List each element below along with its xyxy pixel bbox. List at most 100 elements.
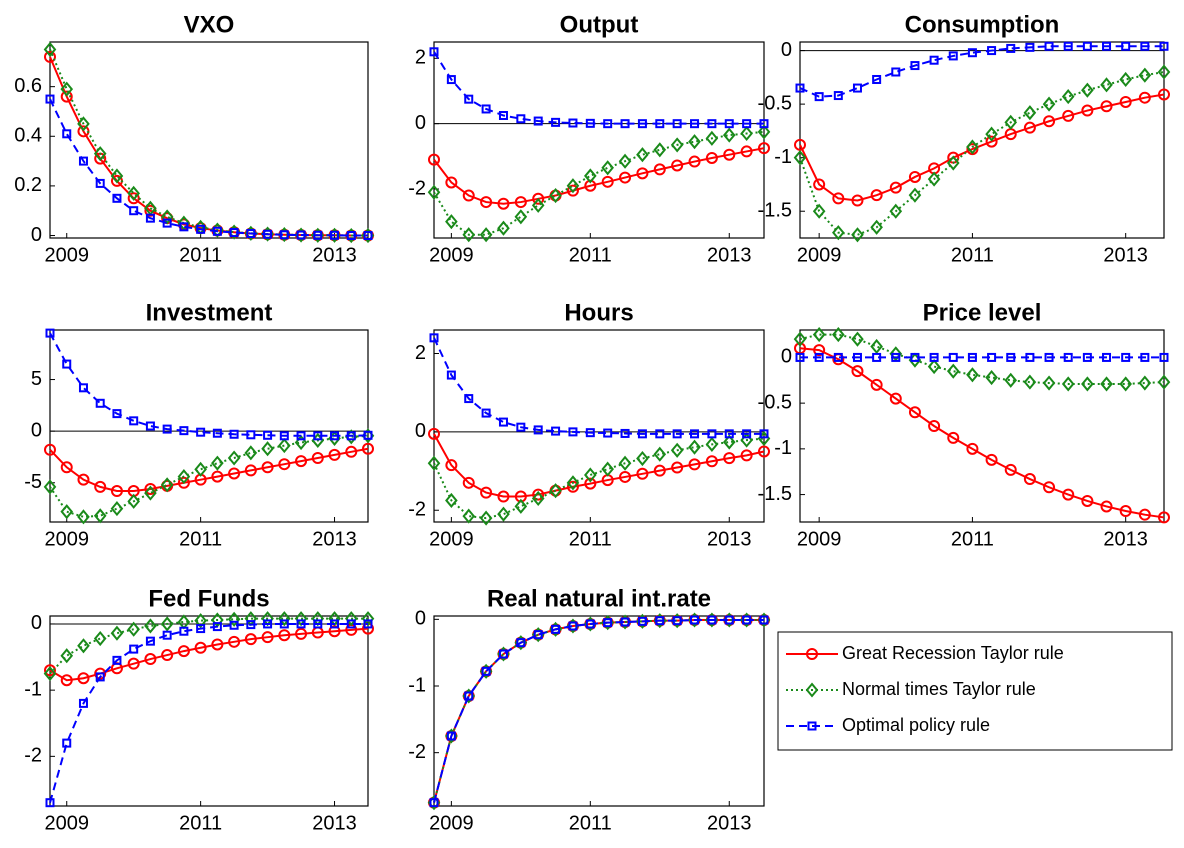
marker <box>445 492 458 509</box>
subplot-title: Investment <box>146 299 273 326</box>
subplot: Real natural int.rate -2 -1 0 2009 2011 2013 <box>408 585 771 834</box>
y-tick-label: -0.5 <box>758 92 792 114</box>
series-line <box>433 147 765 205</box>
marker <box>462 189 475 202</box>
marker <box>759 615 769 625</box>
marker <box>620 428 630 438</box>
marker <box>927 171 941 187</box>
marker <box>481 104 491 114</box>
marker <box>1159 41 1169 51</box>
marker <box>966 442 979 455</box>
marker <box>261 631 274 644</box>
series-line <box>799 347 1165 519</box>
marker <box>1063 41 1073 51</box>
y-tick-label: -1 <box>408 674 426 696</box>
marker <box>279 619 289 629</box>
y-tick-label: -0.5 <box>758 391 792 413</box>
marker <box>112 409 122 419</box>
marker <box>690 429 700 439</box>
marker <box>705 436 719 452</box>
marker <box>1082 352 1092 362</box>
marker <box>814 92 824 102</box>
marker <box>929 352 939 362</box>
marker <box>1140 352 1150 362</box>
marker <box>162 218 172 228</box>
x-tick-label: 2011 <box>951 528 994 550</box>
marker <box>1061 376 1075 392</box>
x-tick-label: 2011 <box>179 812 222 834</box>
marker <box>279 431 289 441</box>
marker <box>653 163 666 176</box>
marker <box>688 134 701 150</box>
subplot-title: Price level <box>923 299 1042 326</box>
marker <box>870 189 883 202</box>
marker <box>688 458 701 471</box>
subplot-title: Output <box>560 11 639 38</box>
marker <box>1158 511 1170 524</box>
marker <box>479 227 493 243</box>
marker <box>1081 494 1094 507</box>
marker <box>601 175 614 188</box>
marker <box>1081 104 1094 117</box>
marker <box>742 119 752 129</box>
marker <box>636 147 649 163</box>
marker <box>162 424 172 434</box>
marker <box>757 124 771 140</box>
marker <box>244 445 258 461</box>
series-line <box>49 56 368 237</box>
marker <box>110 625 124 641</box>
legend-box <box>777 631 1173 751</box>
marker <box>946 155 960 171</box>
subplot: Hours -2 0 2 2009 2011 2013 <box>408 299 771 550</box>
x-tick-label: 2011 <box>569 812 612 834</box>
x-tick-label: 2011 <box>569 244 612 266</box>
marker <box>927 359 941 375</box>
marker <box>462 476 475 489</box>
y-tick-label: 2 <box>415 47 426 69</box>
marker <box>688 155 701 168</box>
marker <box>44 50 56 63</box>
marker <box>619 171 632 184</box>
marker <box>793 331 807 347</box>
marker <box>516 422 526 432</box>
marker <box>603 119 613 129</box>
series-line <box>49 447 369 493</box>
y-tick-label: -1.5 <box>758 483 792 505</box>
marker <box>363 430 373 440</box>
marker <box>78 383 88 393</box>
marker <box>908 187 922 203</box>
marker <box>690 615 700 625</box>
marker <box>549 483 562 499</box>
subplot-title: VXO <box>184 11 235 38</box>
axes-frame <box>49 41 369 239</box>
marker <box>1061 89 1075 105</box>
marker <box>263 229 273 239</box>
marker <box>1042 96 1056 112</box>
marker <box>672 429 682 439</box>
marker <box>110 168 124 184</box>
marker <box>498 649 508 659</box>
marker <box>987 46 997 56</box>
marker <box>1062 109 1075 122</box>
marker <box>531 490 545 507</box>
marker <box>93 630 107 647</box>
marker <box>807 721 817 731</box>
series-line <box>49 434 369 518</box>
marker <box>1004 372 1018 388</box>
y-tick-label: 0 <box>781 39 792 61</box>
marker <box>429 333 439 343</box>
y-tick-label: 0 <box>31 419 42 441</box>
marker <box>852 83 862 93</box>
marker <box>228 635 241 648</box>
legend-label: Great Recession Taylor rule <box>842 643 1064 663</box>
marker <box>363 231 373 241</box>
marker <box>345 445 358 458</box>
marker <box>62 359 72 369</box>
marker <box>212 622 222 632</box>
marker <box>278 438 291 454</box>
marker <box>429 798 439 808</box>
marker <box>1043 115 1056 128</box>
marker <box>177 476 190 489</box>
marker <box>44 443 56 456</box>
